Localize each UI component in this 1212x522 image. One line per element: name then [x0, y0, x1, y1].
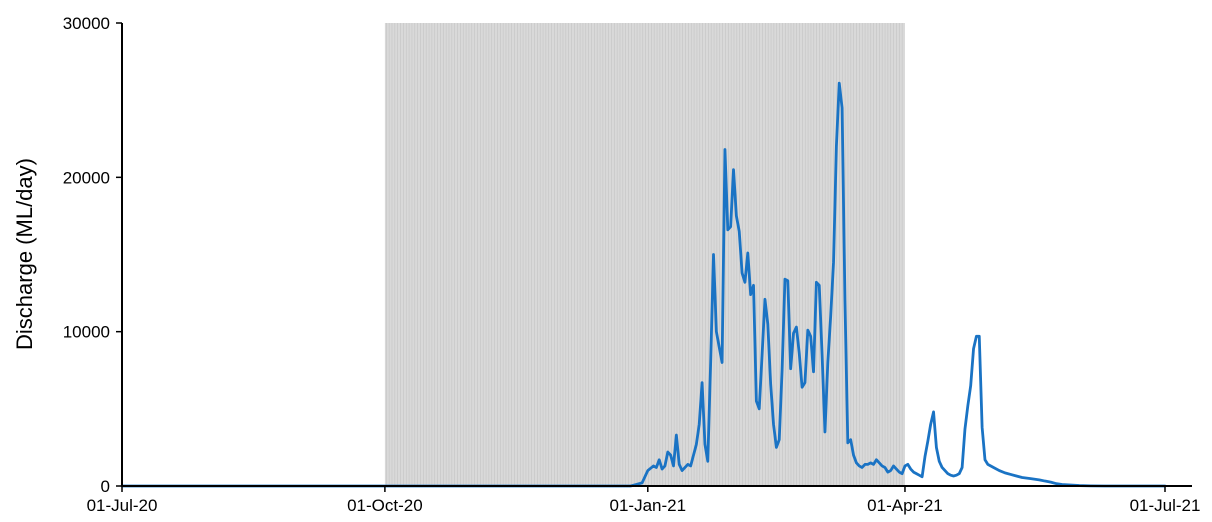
axes: [121, 23, 1192, 487]
shaded-period: [384, 23, 905, 486]
series-layer: [120, 81, 1167, 488]
y-tick-label: 10000: [63, 323, 110, 342]
y-tick-label: 30000: [63, 14, 110, 33]
x-tick-label: 01-Oct-20: [347, 496, 423, 515]
x-tick-label: 01-Jan-21: [610, 496, 687, 515]
y-ticks: 0 10000 20000 30000: [63, 14, 122, 496]
x-ticks: 01-Jul-20 01-Oct-20 01-Jan-21 01-Apr-21 01-J…: [87, 486, 1201, 515]
y-tick-label: 0: [101, 477, 110, 496]
x-tick-label: 01-Apr-21: [867, 496, 943, 515]
y-tick-label: 20000: [63, 168, 110, 187]
x-tick-label: 01-Jul-20: [87, 496, 158, 515]
x-tick-label: 01-Jul-21: [1130, 496, 1201, 515]
y-axis-title: Discharge (ML/day): [12, 158, 37, 350]
series-line-1: [120, 81, 1167, 488]
